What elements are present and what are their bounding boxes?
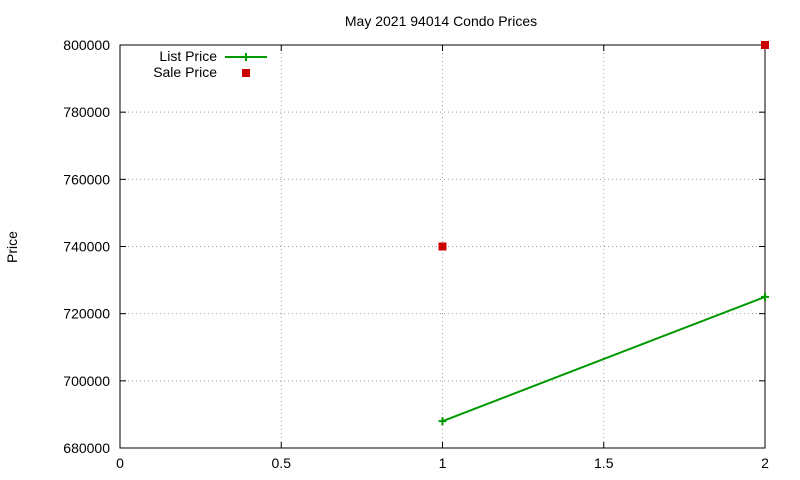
x-tick-label: 0.5 <box>272 455 292 471</box>
legend-label: List Price <box>159 48 217 64</box>
chart-title: May 2021 94014 Condo Prices <box>345 13 537 29</box>
y-tick-label: 740000 <box>63 239 110 255</box>
series-line-list-price <box>442 295 766 423</box>
legend-swatch-marker <box>242 69 250 77</box>
y-axis-label: Price <box>4 231 20 263</box>
data-point-list-price <box>438 417 447 426</box>
x-tick-label: 1 <box>439 455 447 471</box>
x-tick-label: 0 <box>116 455 124 471</box>
x-tick-label: 2 <box>761 455 769 471</box>
y-tick-label: 760000 <box>63 171 110 187</box>
y-tick-label: 680000 <box>63 440 110 456</box>
y-tick-label: 780000 <box>63 104 110 120</box>
series <box>438 41 769 426</box>
y-tick-label: 700000 <box>63 373 110 389</box>
legend-swatch-marker <box>242 53 250 61</box>
legend-label: Sale Price <box>153 64 217 80</box>
data-point-sale-price <box>438 242 447 251</box>
x-tick-label: 1.5 <box>594 455 614 471</box>
data-point-sale-price <box>761 41 769 49</box>
y-tick-label: 720000 <box>63 306 110 322</box>
axis-ticks: 0 0.5 1 1.5 2 680000 700000 720000 740000 760000 7… <box>63 37 769 471</box>
y-tick-label: 800000 <box>63 37 110 53</box>
data-point-list-price <box>761 292 769 301</box>
